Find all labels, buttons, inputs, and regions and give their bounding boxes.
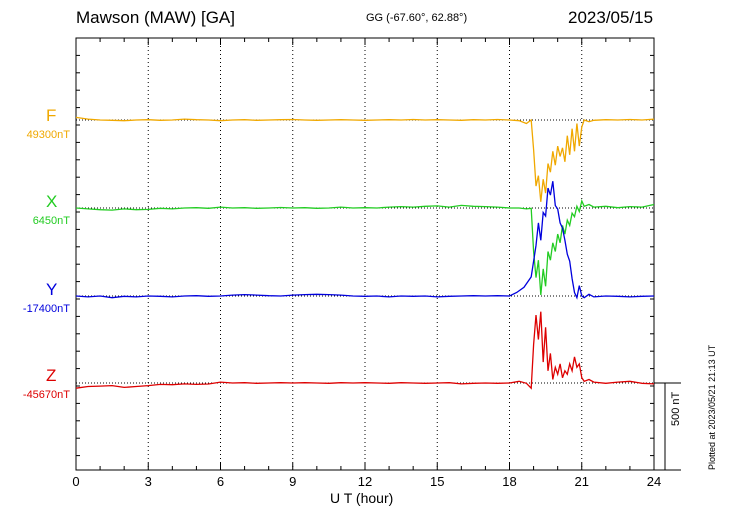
x-tick-label: 12 — [358, 474, 372, 489]
scale-bar-label: 500 nT — [670, 391, 682, 426]
trace-y — [75, 181, 655, 300]
channel-baseline-x: 6450nT — [32, 215, 70, 227]
x-tick-label: 0 — [72, 474, 79, 489]
x-tick-label: 21 — [575, 474, 589, 489]
x-tick-label: 6 — [217, 474, 224, 489]
trace-f — [75, 116, 655, 202]
trace-z — [75, 311, 655, 390]
plot-frame — [75, 37, 655, 471]
channel-baseline-y: -17400nT — [22, 303, 70, 315]
channel-letter-y: Y — [46, 280, 58, 299]
geographic-coordinates: GG (-67.60°, 62.88°) — [366, 12, 468, 24]
traces — [75, 116, 655, 390]
plot-date: 2023/05/15 — [568, 8, 654, 27]
channel-letter-z: Z — [46, 366, 57, 385]
x-tick-label: 9 — [289, 474, 296, 489]
channel-letter-x: X — [46, 192, 58, 211]
x-tick-label: 3 — [145, 474, 152, 489]
scale-bar — [654, 382, 681, 471]
plotted-timestamp: Plotted at 2023/05/21 21:13 UT — [707, 344, 717, 470]
grid — [147, 38, 583, 470]
channel-baseline-f: 49300nT — [26, 129, 70, 141]
station-title: Mawson (MAW) [GA] — [76, 8, 235, 27]
channel-letter-f: F — [46, 106, 57, 125]
trace-x — [75, 199, 655, 296]
x-tick-label: 24 — [647, 474, 661, 489]
x-tick-label: 18 — [502, 474, 516, 489]
x-tick-labels: 0 3 6 9 12 15 18 21 24 — [72, 474, 661, 489]
channel-baseline-z: -45670nT — [22, 389, 70, 401]
x-axis-label: U T (hour) — [330, 490, 394, 506]
x-tick-label: 15 — [430, 474, 444, 489]
